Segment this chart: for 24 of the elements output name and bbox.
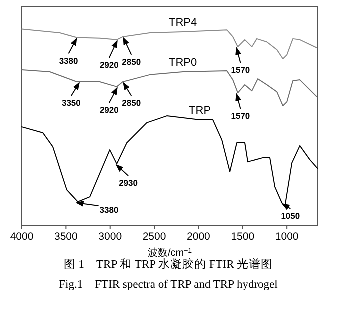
annotation: 2920 [100,60,120,70]
x-tick-label: 4000 [10,231,34,243]
annotation: 3380 [100,205,119,216]
x-tick-label: 1000 [275,231,299,243]
annotation: 2850 [122,56,142,67]
annotation: 2930 [119,178,138,188]
x-tick-label: 1500 [231,231,255,243]
x-tick-label: 3000 [98,231,122,243]
annotation: 1570 [231,65,250,76]
caption: Fig.1 FTIR spectra of TRP and TRP hydrogel [59,279,278,291]
annotation: 2850 [122,98,142,108]
x-tick-label: 2500 [142,231,166,243]
x-axis-title: 波数/cm$^{−1}$ [148,247,192,259]
series-label: TRP0 [169,56,198,69]
annotation: 3380 [59,56,79,66]
x-tick-label: 3500 [54,231,78,243]
x-tick-label: 2000 [187,231,211,243]
caption: 图 1 TRP 和 TRP 水凝胶的 FTIR 光谱图 [64,257,274,271]
annotation: 3350 [62,98,82,108]
annotation: 1570 [231,111,250,122]
series-label: TRP [189,104,212,117]
annotation: 1050 [281,210,300,221]
annotation: 2920 [100,104,120,115]
series-label: TRP4 [169,17,198,30]
